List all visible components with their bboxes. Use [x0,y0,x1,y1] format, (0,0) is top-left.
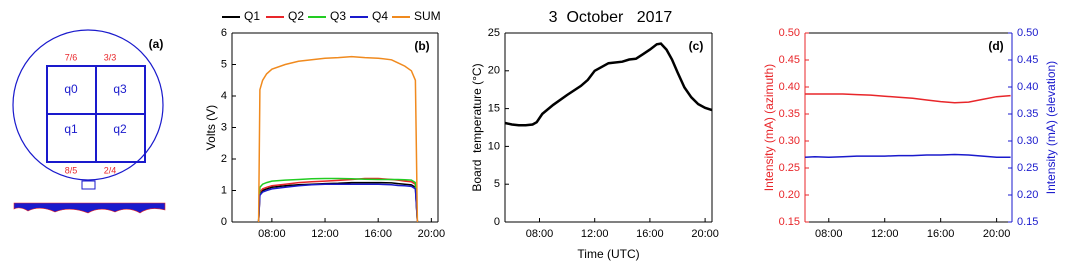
x-tick-label: 12:00 [871,228,899,240]
y2-tick-label: 0.50 [1017,27,1038,39]
series-line [257,177,419,223]
legend-label: Q2 [288,9,304,23]
series-line [257,181,419,223]
legend-label: Q3 [330,9,346,23]
panel-label: (d) [988,39,1003,53]
corner-label: 7/6 [65,52,78,62]
y-tick-label: 0.20 [779,189,800,201]
y-axis-label: Board temperature (°C) [470,63,484,191]
y2-tick-label: 0.40 [1017,81,1038,93]
chart-title: 3 October 2017 [549,9,673,26]
y-tick-label: 25 [488,27,500,39]
y-tick-label: 0 [221,216,227,228]
y2-axis-label: Intensity (mA) (elevation) [1044,61,1058,194]
y-tick-label: 10 [488,140,500,152]
profile-strip [13,202,166,214]
series-line [257,183,419,223]
series-line [804,153,1011,158]
panel-label: (c) [689,39,704,53]
y-tick-label: 0.50 [779,27,800,39]
quadrant-label: q3 [113,82,127,96]
series-line [257,177,419,223]
y-tick-label: 6 [221,27,227,39]
panel-label: (a) [149,37,164,51]
x-tick-label: 08:00 [815,228,843,240]
x-tick-label: 20:00 [691,228,719,240]
y-tick-label: 3 [221,121,227,133]
quadrant-label: q2 [113,122,127,136]
x-axis-label: Time (UTC) [577,247,639,261]
y-tick-label: 2 [221,153,227,165]
quadrant-label: q0 [64,82,78,96]
y-tick-label: 0.25 [779,162,800,174]
y-tick-label: 5 [494,178,500,190]
series-line [805,93,1011,104]
y2-tick-label: 0.45 [1017,54,1038,66]
x-tick-label: 20:00 [418,228,446,240]
y-tick-label: 5 [221,58,227,70]
legend-label: SUM [414,9,441,23]
y-axis-label: Intensity (mA) (azimuth) [762,64,776,191]
detector-circle [12,29,164,181]
y2-tick-label: 0.35 [1017,108,1038,120]
y2-tick-label: 0.20 [1017,189,1038,201]
x-tick-label: 16:00 [927,228,955,240]
series-line [504,42,713,127]
quadrant-label: q1 [64,122,78,136]
y-tick-label: 0.35 [779,108,800,120]
y2-tick-label: 0.15 [1017,216,1038,228]
x-tick-label: 08:00 [526,228,554,240]
y-tick-label: 0.15 [779,216,800,228]
legend-label: Q4 [372,9,388,23]
connector [81,180,96,190]
x-tick-label: 12:00 [581,228,609,240]
y-axis-label: Volts (V) [204,105,218,150]
legend-label: Q1 [244,9,260,23]
y2-tick-label: 0.30 [1017,135,1038,147]
x-tick-label: 12:00 [311,228,339,240]
corner-label: 8/5 [65,165,78,175]
y2-tick-label: 0.25 [1017,162,1038,174]
y-tick-label: 20 [488,65,500,77]
panel-a: (a) q0 q3 q1 q2 7/6 3/3 8/5 2/4 [12,29,166,214]
panel-label: (b) [414,39,429,53]
series-line [257,55,419,223]
x-tick-label: 16:00 [636,228,664,240]
x-tick-label: 08:00 [258,228,286,240]
y-tick-label: 1 [221,184,227,196]
y-tick-label: 4 [221,90,227,102]
x-tick-label: 20:00 [983,228,1011,240]
x-tick-label: 16:00 [364,228,392,240]
y-tick-label: 0.30 [779,135,800,147]
y-tick-label: 0 [494,216,500,228]
y-tick-label: 0.40 [779,81,800,93]
y-tick-label: 15 [488,103,500,115]
corner-label: 2/4 [104,165,117,175]
y-tick-label: 0.45 [779,54,800,66]
corner-label: 3/3 [104,52,117,62]
